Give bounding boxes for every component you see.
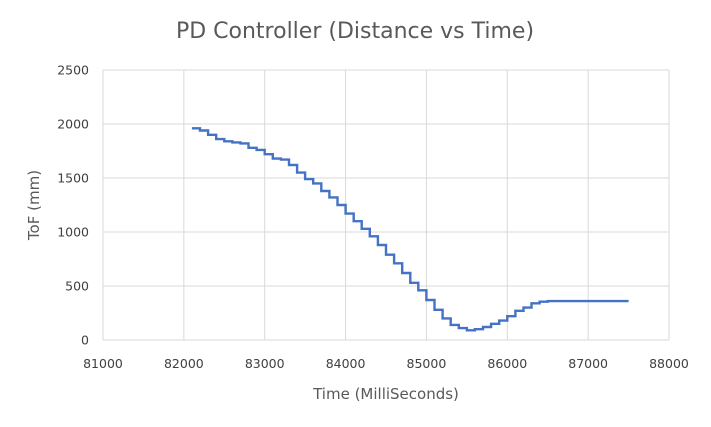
x-tick-label: 88000 [649,356,689,371]
y-tick-label: 2500 [57,63,89,78]
plot-area [191,127,629,332]
y-tick-label: 2000 [57,117,89,132]
x-tick-label: 84000 [326,356,366,371]
y-axis-label: ToF (mm) [25,170,43,241]
x-axis-label: Time (MilliSeconds) [312,385,459,403]
x-tick-label: 83000 [245,356,285,371]
x-tick-label: 87000 [568,356,608,371]
x-tick-label: 86000 [487,356,527,371]
x-axis-ticks: 81000 82000 83000 84000 85000 86000 87000 88000 [83,356,689,371]
x-tick-label: 82000 [164,356,204,371]
y-tick-label: 1000 [57,225,89,240]
x-tick-label: 81000 [83,356,123,371]
y-axis-ticks: 0 500 1000 1500 2000 2500 [57,63,89,348]
chart-title: PD Controller (Distance vs Time) [176,19,534,44]
y-tick-label: 500 [65,279,89,294]
y-tick-label: 1500 [57,171,89,186]
x-tick-label: 85000 [407,356,447,371]
series-line [191,127,629,332]
y-tick-label: 0 [81,333,89,348]
